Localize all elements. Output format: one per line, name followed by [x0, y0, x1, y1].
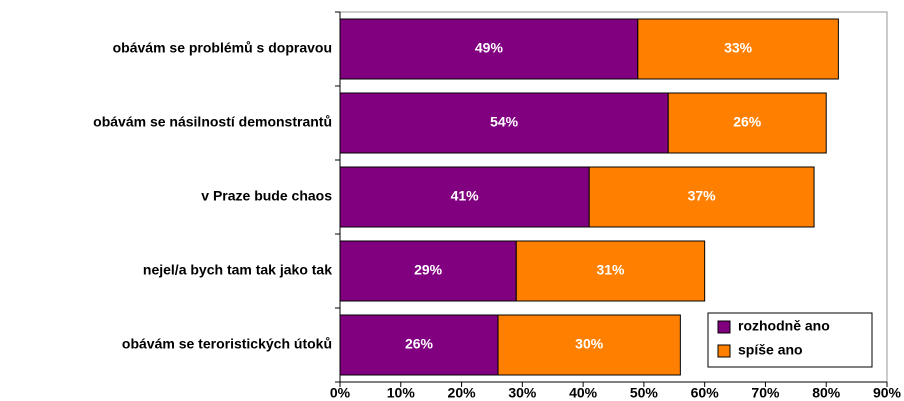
x-tick-label: 20% — [448, 385, 477, 401]
legend-label: rozhodně ano — [738, 318, 830, 334]
x-tick-label: 50% — [630, 385, 659, 401]
value-label: 29% — [414, 262, 443, 278]
x-tick-label: 40% — [569, 385, 598, 401]
legend-swatch — [717, 320, 731, 334]
bar — [339, 92, 669, 154]
x-tick-label: 0% — [330, 385, 351, 401]
value-label: 31% — [596, 262, 625, 278]
value-label: 37% — [688, 188, 717, 204]
y-tick-label: v Praze bude chaos — [201, 188, 332, 204]
bar — [339, 314, 499, 376]
x-tick-label: 80% — [812, 385, 841, 401]
x-tick-label: 10% — [387, 385, 416, 401]
x-tick-label: 70% — [751, 385, 780, 401]
y-tick-label: obávám se násilností demonstrantů — [93, 114, 332, 130]
bar — [667, 92, 827, 154]
bar — [497, 314, 681, 376]
value-label: 33% — [724, 40, 753, 56]
y-tick-label: obávám se teroristických útoků — [122, 336, 332, 352]
legend-swatch — [717, 344, 731, 358]
bar — [515, 240, 706, 302]
y-tick-label: obávám se problémů s dopravou — [113, 40, 332, 56]
value-label: 30% — [575, 336, 604, 352]
x-tick-label: 90% — [873, 385, 902, 401]
legend-label: spíše ano — [738, 342, 803, 358]
x-tick-label: 30% — [508, 385, 537, 401]
bar — [339, 166, 590, 228]
bar — [339, 240, 517, 302]
value-label: 26% — [733, 114, 762, 130]
value-label: 41% — [451, 188, 480, 204]
value-label: 54% — [490, 114, 519, 130]
value-label: 49% — [475, 40, 504, 56]
value-label: 26% — [405, 336, 434, 352]
x-tick-label: 60% — [691, 385, 720, 401]
legend-box — [707, 312, 873, 368]
y-tick-label: nejel/a bych tam tak jako tak — [143, 262, 332, 278]
bar — [588, 166, 815, 228]
bar — [637, 18, 839, 80]
